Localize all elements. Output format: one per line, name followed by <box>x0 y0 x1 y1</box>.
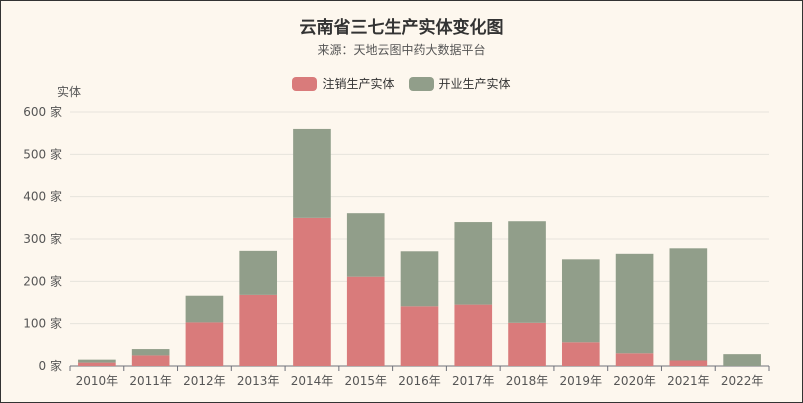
bar-opened <box>239 250 278 295</box>
legend-item-opened[interactable]: 开业生产实体 <box>408 75 511 92</box>
x-tick-label: 2019年 <box>560 374 603 388</box>
bar-cancelled <box>508 322 546 366</box>
x-tick-label: 2018年 <box>506 374 549 388</box>
y-axis-title: 实体 <box>57 84 81 99</box>
chart-title: 云南省三七生产实体变化图 <box>299 18 504 38</box>
y-tick-label: 100 家 <box>23 316 62 331</box>
x-tick-label: 2020年 <box>613 374 656 388</box>
bar-opened <box>400 251 439 307</box>
y-tick-label: 200 家 <box>23 273 62 288</box>
chart-subtitle: 来源：天地云图中药大数据平台 <box>317 43 486 57</box>
bar-opened <box>293 128 331 218</box>
bar-opened <box>561 259 600 343</box>
x-tick-label: 2017年 <box>452 374 495 388</box>
legend-label-opened: 开业生产实体 <box>438 77 511 91</box>
bar-opened <box>131 349 170 356</box>
bar-cancelled <box>185 322 224 366</box>
bar-opened <box>346 213 385 277</box>
y-tick-label: 400 家 <box>23 189 62 204</box>
x-tick-label: 2011年 <box>129 374 172 388</box>
bar-cancelled <box>561 342 600 366</box>
chart-legend: 注销生产实体 开业生产实体 <box>1 75 802 92</box>
bar-cancelled <box>400 306 439 366</box>
bar-opened <box>185 295 224 323</box>
bar-cancelled <box>239 294 278 366</box>
x-tick-label: 2015年 <box>344 374 387 388</box>
y-tick-label: 300 家 <box>23 231 62 246</box>
x-tick-label: 2014年 <box>291 374 334 388</box>
bar-opened <box>78 359 116 363</box>
bar-cancelled <box>131 355 170 366</box>
legend-item-cancelled[interactable]: 注销生产实体 <box>292 75 395 92</box>
bar-opened <box>615 253 654 354</box>
bar-opened <box>454 222 493 305</box>
bar-cancelled <box>669 360 708 366</box>
bar-cancelled <box>78 362 116 366</box>
x-tick-label: 2021年 <box>667 374 710 388</box>
y-tick-label: 500 家 <box>23 146 62 161</box>
bar-opened <box>508 221 546 323</box>
bar-opened <box>723 354 761 366</box>
x-tick-label: 2010年 <box>76 374 119 388</box>
bar-cancelled <box>454 304 493 366</box>
x-tick-label: 2012年 <box>183 374 226 388</box>
bar-cancelled <box>615 353 654 366</box>
x-tick-label: 2022年 <box>721 374 764 388</box>
legend-label-cancelled: 注销生产实体 <box>322 77 395 91</box>
bar-cancelled <box>293 217 331 366</box>
bar-opened <box>669 248 708 361</box>
bar-cancelled <box>346 276 385 366</box>
x-tick-label: 2013年 <box>237 374 280 388</box>
legend-swatch-cancelled <box>292 76 318 91</box>
x-tick-label: 2016年 <box>398 374 441 388</box>
y-tick-label: 600 家 <box>23 104 62 119</box>
y-tick-label: 0 家 <box>39 358 62 373</box>
legend-swatch-opened <box>408 76 434 91</box>
